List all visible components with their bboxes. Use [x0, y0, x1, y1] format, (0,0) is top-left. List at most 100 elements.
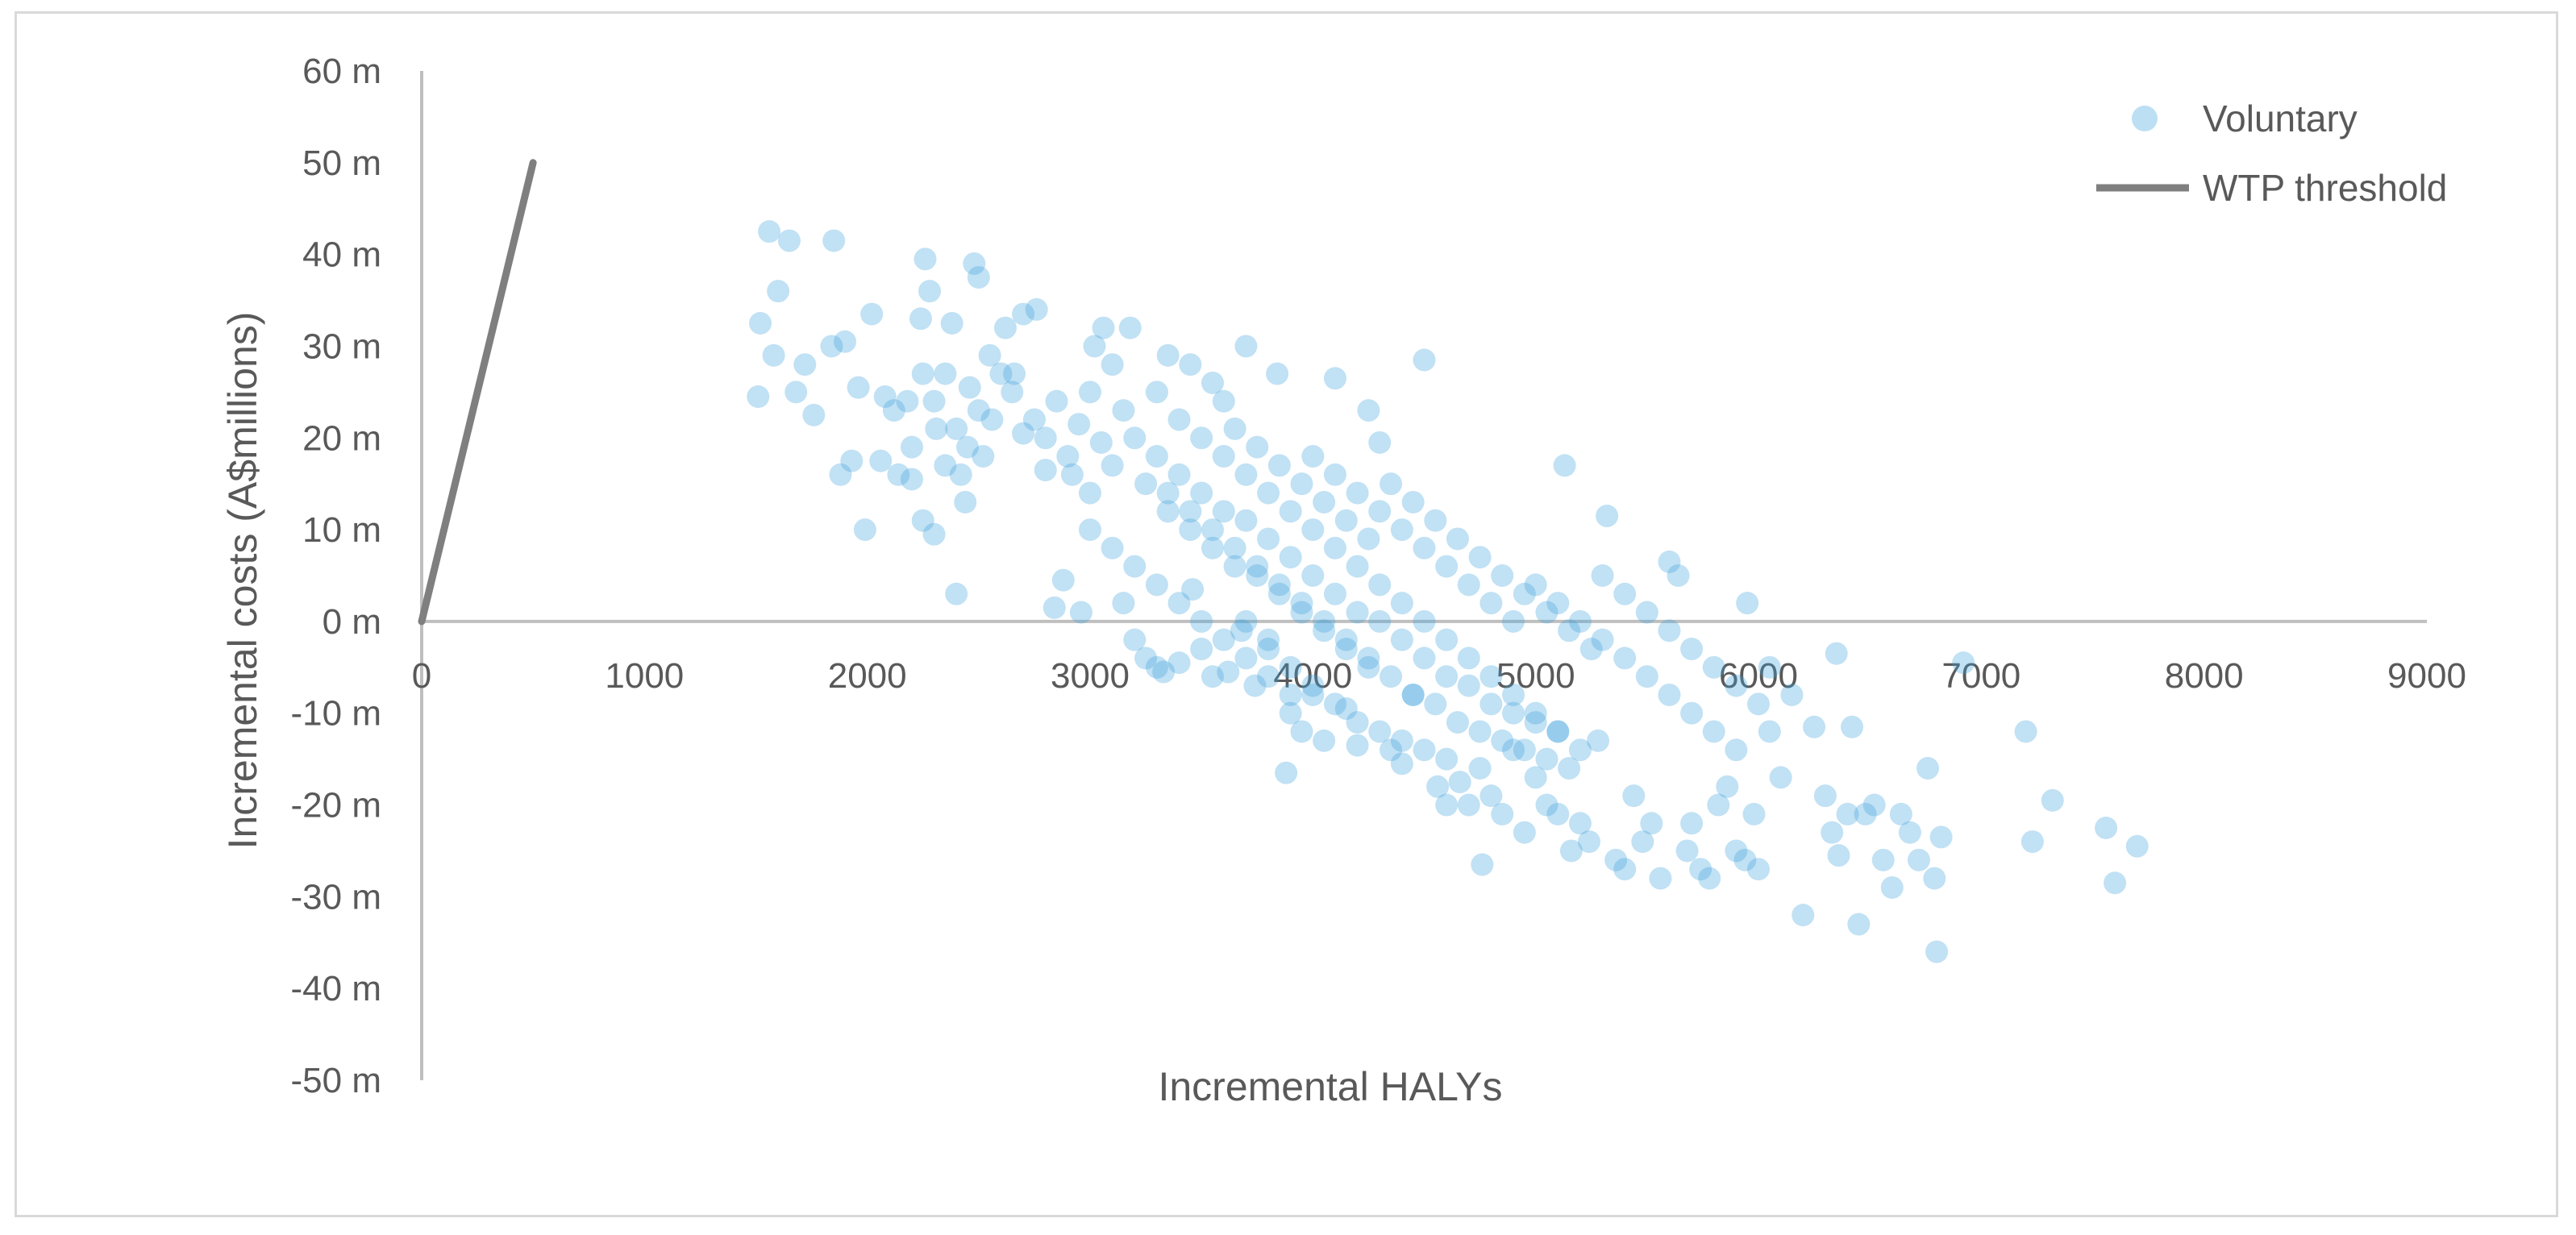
scatter-point	[1435, 793, 1459, 817]
scatter-point	[822, 229, 846, 252]
scatter-point	[1179, 500, 1202, 523]
scatter-point	[922, 389, 946, 413]
scatter-point	[873, 385, 897, 409]
scatter-point	[1190, 609, 1213, 633]
scatter-point	[1179, 353, 1202, 376]
scatter-point	[1553, 454, 1576, 477]
scatter-point	[1357, 655, 1380, 679]
scatter-point	[1313, 619, 1336, 642]
scatter-point	[1698, 867, 1721, 890]
scatter-point	[1502, 701, 1525, 725]
scatter-point	[896, 389, 919, 413]
scatter-point	[1257, 665, 1280, 688]
scatter-point	[1368, 500, 1392, 523]
scatter-point	[1167, 463, 1191, 486]
scatter-point	[1862, 793, 1886, 817]
scatter-point	[869, 449, 893, 472]
scatter-point	[913, 247, 937, 271]
scatter-point	[1223, 555, 1246, 578]
scatter-point	[1301, 518, 1325, 542]
scatter-point	[1468, 720, 1492, 743]
scatter-point	[918, 280, 942, 303]
scatter-point	[1725, 738, 1748, 762]
scatter-point	[1907, 848, 1930, 871]
scatter-point	[1435, 747, 1459, 771]
scatter-point	[1145, 380, 1168, 404]
scatter-point	[1769, 766, 1792, 789]
scatter-point	[1923, 867, 1946, 890]
scatter-point	[1413, 536, 1436, 559]
scatter-point	[1558, 757, 1581, 780]
scatter-point	[1390, 592, 1413, 615]
scatter-point	[1546, 720, 1570, 743]
scatter-point	[1079, 380, 1101, 404]
scatter-point	[1524, 711, 1547, 734]
scatter-point	[1390, 752, 1413, 776]
scatter-point	[1152, 660, 1176, 684]
scatter-point	[1092, 316, 1115, 339]
y-tick-label: 60 m	[302, 52, 381, 91]
scatter-point	[1491, 802, 1514, 825]
scatter-point	[1667, 564, 1690, 587]
scatter-point	[1827, 844, 1850, 867]
scatter-point	[1179, 518, 1202, 542]
scatter-point	[922, 522, 946, 546]
scatter-point	[1056, 445, 1080, 468]
scatter-point	[1201, 371, 1224, 394]
scatter-point	[2041, 788, 2064, 812]
scatter-point	[1591, 628, 1614, 651]
scatter-point	[1640, 812, 1663, 835]
scatter-point	[1871, 848, 1895, 871]
scatter-point	[1733, 848, 1757, 871]
x-tick-label: 1000	[605, 656, 684, 696]
scatter-point	[1323, 536, 1346, 559]
scatter-point	[1649, 867, 1672, 890]
scatter-point	[1380, 472, 1403, 496]
scatter-point	[1346, 711, 1369, 734]
scatter-point	[1368, 609, 1392, 633]
scatter-point	[1267, 573, 1291, 597]
scatter-point	[1123, 555, 1147, 578]
legend: Voluntary WTP threshold	[2096, 98, 2447, 209]
scatter-point	[963, 252, 986, 276]
chart-frame	[15, 11, 2558, 1217]
x-tick-label: 2000	[828, 656, 907, 696]
scatter-point	[1279, 701, 1302, 725]
scatter-point	[958, 376, 981, 399]
scatter-point	[1390, 729, 1413, 752]
scatter-point	[993, 316, 1017, 339]
y-tick-label: 50 m	[302, 143, 381, 183]
scatter-point	[956, 435, 980, 459]
scatter-point	[1368, 720, 1392, 743]
scatter-point	[1479, 784, 1503, 808]
scatter-point	[1413, 738, 1436, 762]
scatter-point	[1689, 858, 1712, 881]
scatter-point	[1313, 609, 1336, 633]
scatter-point	[1424, 509, 1447, 532]
scatter-point	[1234, 463, 1258, 486]
scatter-point	[1234, 335, 1258, 358]
scatter-point	[1680, 638, 1704, 661]
legend-marker-voluntary	[2132, 106, 2158, 131]
scatter-point	[1357, 527, 1380, 551]
scatter-point	[1257, 481, 1280, 505]
scatter-point	[1390, 518, 1413, 542]
scatter-point	[972, 445, 995, 468]
scatter-point	[1622, 784, 1646, 808]
scatter-point	[1546, 720, 1570, 743]
scatter-point	[1201, 536, 1224, 559]
scatter-point	[1725, 839, 1748, 863]
scatter-point	[1880, 875, 1904, 899]
scatter-point	[1290, 720, 1313, 743]
scatter-point	[829, 463, 852, 486]
scatter-point	[820, 335, 843, 358]
scatter-point	[1847, 913, 1871, 936]
scatter-point	[1513, 582, 1536, 605]
scatter-point	[1323, 463, 1346, 486]
scatter-point	[1267, 582, 1291, 605]
y-tick-labels: 60 m 50 m 40 m 30 m 20 m 10 m 0 m -10 m -20 m -30…	[291, 52, 381, 1100]
x-tick-label: 3000	[1051, 656, 1130, 696]
scatter-point	[793, 353, 817, 376]
scatter-point	[1758, 655, 1781, 679]
scatter-point	[1587, 729, 1610, 752]
